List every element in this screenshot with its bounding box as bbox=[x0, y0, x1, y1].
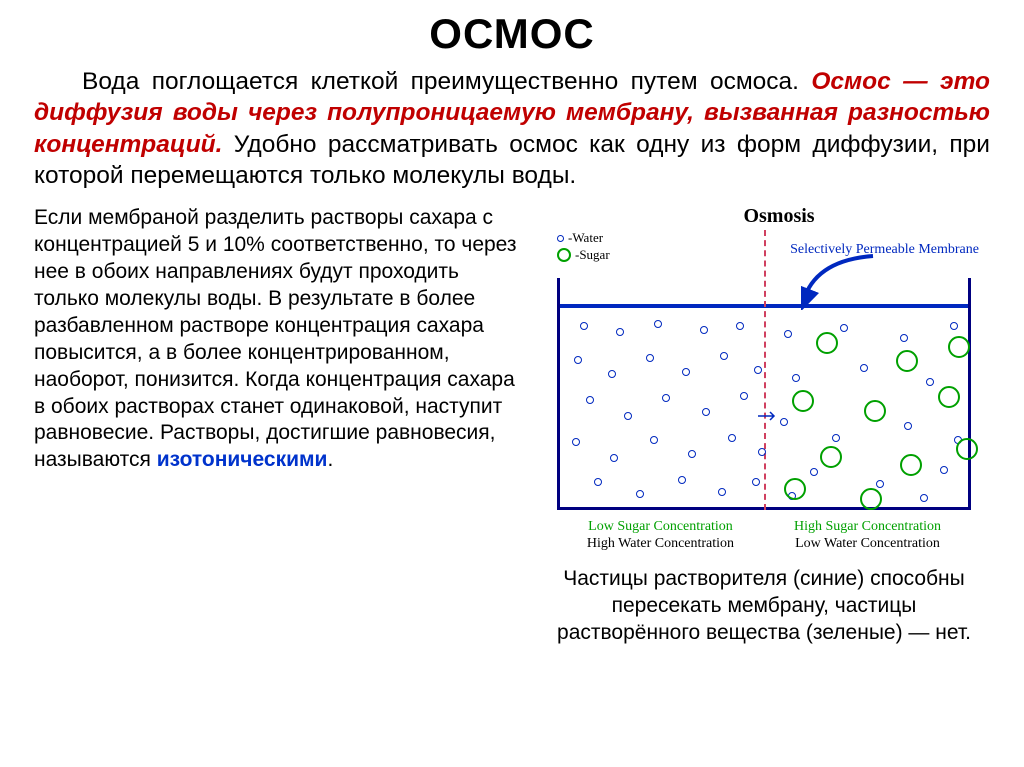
left-body: Если мембраной разделить растворы сахара… bbox=[34, 206, 517, 471]
water-particle bbox=[754, 366, 762, 374]
water-particle bbox=[832, 434, 840, 442]
sugar-particle bbox=[792, 390, 814, 412]
sugar-particle bbox=[784, 478, 806, 500]
water-particle bbox=[580, 322, 588, 330]
water-particle bbox=[752, 478, 760, 486]
diagram-caption: Частицы растворителя (синие) способны пе… bbox=[544, 566, 984, 647]
page-title: ОСМОС bbox=[34, 10, 990, 58]
water-particle bbox=[926, 378, 934, 386]
water-icon bbox=[557, 235, 564, 242]
legend-sugar-label: -Sugar bbox=[575, 247, 610, 263]
para-pre: Вода поглощается клеткой преимущественно… bbox=[82, 68, 811, 95]
water-particle bbox=[616, 328, 624, 336]
water-particle bbox=[608, 370, 616, 378]
water-particle bbox=[636, 490, 644, 498]
sugar-particle bbox=[860, 488, 882, 510]
water-particle bbox=[610, 454, 618, 462]
sugar-particle bbox=[820, 446, 842, 468]
water-particle bbox=[950, 322, 958, 330]
sugar-particle bbox=[956, 438, 978, 460]
sugar-icon bbox=[557, 248, 571, 262]
water-particle bbox=[784, 330, 792, 338]
water-particle bbox=[654, 320, 662, 328]
container-box bbox=[557, 278, 971, 510]
water-particle bbox=[650, 436, 658, 444]
term-isotonic: изотоническими bbox=[157, 448, 328, 471]
water-particle bbox=[920, 494, 928, 502]
water-particle bbox=[840, 324, 848, 332]
water-particle bbox=[940, 466, 948, 474]
low-sugar-label: Low Sugar Concentration bbox=[557, 519, 764, 536]
water-particle bbox=[572, 438, 580, 446]
osmosis-diagram: -Water -Sugar Selectively Permeable Memb… bbox=[549, 230, 979, 550]
water-particle bbox=[688, 450, 696, 458]
water-particle bbox=[662, 394, 670, 402]
water-particle bbox=[624, 412, 632, 420]
water-particle bbox=[780, 418, 788, 426]
main-paragraph: Вода поглощается клеткой преимущественно… bbox=[34, 66, 990, 191]
diagram-title: Osmosis bbox=[538, 205, 990, 228]
water-particle bbox=[736, 322, 744, 330]
water-particle bbox=[682, 368, 690, 376]
high-water-label: High Water Concentration bbox=[557, 536, 764, 553]
water-particle bbox=[720, 352, 728, 360]
water-particle bbox=[792, 374, 800, 382]
flow-arrow-icon bbox=[756, 410, 780, 422]
left-column-text: Если мембраной разделить растворы сахара… bbox=[34, 205, 526, 647]
legend-water-label: -Water bbox=[568, 230, 603, 246]
sugar-particle bbox=[938, 386, 960, 408]
water-particle bbox=[728, 434, 736, 442]
water-particle bbox=[718, 488, 726, 496]
water-particle bbox=[900, 334, 908, 342]
water-particle bbox=[876, 480, 884, 488]
term-osmos: Осмос bbox=[811, 68, 890, 95]
water-particle bbox=[860, 364, 868, 372]
water-particle bbox=[740, 392, 748, 400]
water-particle bbox=[678, 476, 686, 484]
water-particle bbox=[700, 326, 708, 334]
term-dash: — bbox=[891, 68, 940, 95]
sugar-particle bbox=[896, 350, 918, 372]
diagram-legend: -Water -Sugar bbox=[557, 230, 610, 264]
low-water-label: Low Water Concentration bbox=[764, 536, 971, 553]
concentration-labels: Low Sugar Concentration High Water Conce… bbox=[557, 519, 971, 553]
water-particle bbox=[904, 422, 912, 430]
sugar-particle bbox=[948, 336, 970, 358]
membrane-line bbox=[764, 230, 766, 510]
water-particle bbox=[646, 354, 654, 362]
water-particle bbox=[574, 356, 582, 364]
water-particle bbox=[702, 408, 710, 416]
water-particle bbox=[810, 468, 818, 476]
water-particle bbox=[586, 396, 594, 404]
sugar-particle bbox=[816, 332, 838, 354]
left-end: . bbox=[327, 448, 333, 471]
sugar-particle bbox=[900, 454, 922, 476]
sugar-particle bbox=[864, 400, 886, 422]
high-sugar-label: High Sugar Concentration bbox=[764, 519, 971, 536]
water-particle bbox=[594, 478, 602, 486]
